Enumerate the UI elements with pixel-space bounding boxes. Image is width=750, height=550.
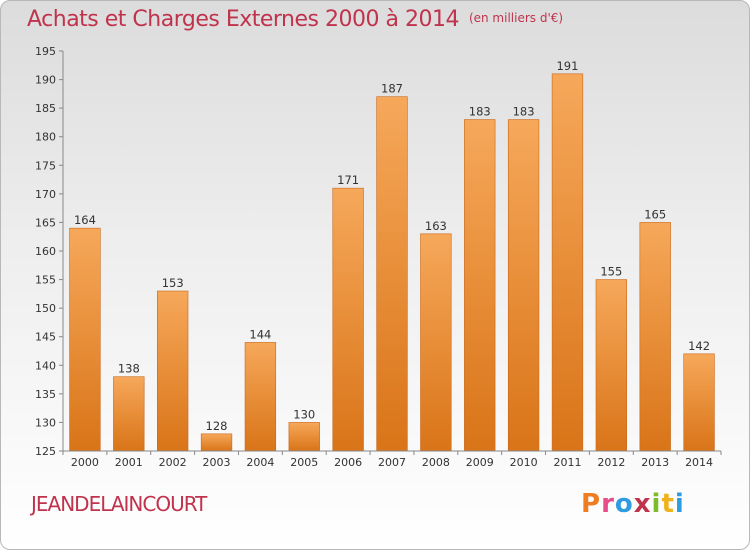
chart-title-unit: (en milliers d'€) [468, 11, 564, 25]
y-tick-label: 190 [35, 74, 56, 87]
data-label-2013: 165 [644, 207, 666, 221]
bar-2007 [376, 96, 408, 452]
bar-2013 [639, 222, 671, 452]
logo-letter: i [651, 489, 662, 519]
y-tick-label: 185 [35, 102, 56, 115]
x-tick-label-2000: 2000 [71, 456, 99, 469]
y-tick-label: 145 [35, 331, 56, 344]
x-tick-label-2001: 2001 [115, 456, 143, 469]
y-tick-label: 165 [35, 216, 56, 229]
x-tick-label-2011: 2011 [553, 456, 581, 469]
data-label-2000: 164 [74, 213, 96, 227]
data-label-2008: 163 [425, 219, 447, 233]
proxiti-logo: Proxiti [581, 489, 685, 519]
bar-2008 [420, 233, 452, 452]
x-tick-label-2007: 2007 [378, 456, 406, 469]
x-tick-label-2004: 2004 [246, 456, 274, 469]
data-label-2002: 153 [162, 276, 184, 290]
data-label-2006: 171 [337, 173, 359, 187]
bar-2003 [200, 433, 233, 452]
data-label-2007: 187 [381, 82, 403, 96]
logo-letter: i [674, 489, 685, 519]
bar-2014 [683, 353, 715, 452]
chart-title-text: Achats et Charges Externes 2000 à 2014 [27, 7, 459, 32]
data-label-2010: 183 [513, 105, 535, 119]
y-tick-label: 130 [35, 416, 56, 429]
y-tick-label: 170 [35, 188, 56, 201]
x-tick-label-2010: 2010 [510, 456, 538, 469]
y-tick-label: 180 [35, 131, 56, 144]
bar-2011 [551, 73, 584, 452]
x-tick-label-2003: 2003 [203, 456, 231, 469]
x-tick-label-2009: 2009 [466, 456, 494, 469]
bar-2005 [288, 422, 320, 452]
data-label-2009: 183 [469, 105, 491, 119]
bar-2001 [113, 376, 145, 452]
x-tick-label-2012: 2012 [597, 456, 625, 469]
bars: 164 138 153 128 144 130 171 187 163 183 183 191 155 1… [69, 59, 715, 452]
data-label-2011: 191 [556, 59, 578, 73]
y-tick-label: 195 [35, 45, 56, 58]
bar-2000 [69, 227, 101, 452]
bar-2010 [507, 119, 540, 452]
x-tick-label-2006: 2006 [334, 456, 362, 469]
logo-letter: r [601, 489, 615, 519]
logo-letter: P [581, 489, 602, 519]
y-tick-label: 135 [35, 388, 56, 401]
y-tick-label: 155 [35, 274, 56, 287]
logo-letter: o [614, 489, 634, 519]
y-tick-label: 140 [35, 359, 56, 372]
data-label-2004: 144 [249, 327, 271, 341]
y-tick-label: 125 [35, 445, 56, 458]
x-tick-label-2008: 2008 [422, 456, 450, 469]
chart-title: Achats et Charges Externes 2000 à 2014 (e… [27, 7, 563, 32]
data-label-2005: 130 [293, 407, 315, 421]
y-axis: 125 130 135 140 145 150 155 160 165 170 175 180 185 1… [35, 45, 64, 458]
y-tick-label: 175 [35, 159, 56, 172]
data-label-2001: 138 [118, 362, 140, 376]
logo-letter: t [661, 489, 675, 519]
x-tick-label-2014: 2014 [685, 456, 713, 469]
bar-2002 [157, 290, 189, 452]
data-label-2014: 142 [688, 339, 710, 353]
bar-2004 [244, 342, 277, 452]
x-tick-label-2005: 2005 [290, 456, 318, 469]
data-label-2003: 128 [206, 419, 228, 433]
x-axis: 2000 2001 2002 2003 2004 2005 2006 2007 2008 2009… [62, 450, 722, 469]
bar-2009 [464, 119, 496, 452]
x-tick-label-2002: 2002 [159, 456, 187, 469]
logo-letter: x [633, 489, 652, 519]
commune-name: JEANDELAINCOURT [31, 492, 207, 516]
y-tick-label: 160 [35, 245, 56, 258]
bar-2006 [332, 187, 364, 452]
y-tick-label: 150 [35, 302, 56, 315]
x-tick-label-2013: 2013 [641, 456, 669, 469]
bar-2012 [595, 279, 627, 452]
data-label-2012: 155 [600, 265, 622, 279]
